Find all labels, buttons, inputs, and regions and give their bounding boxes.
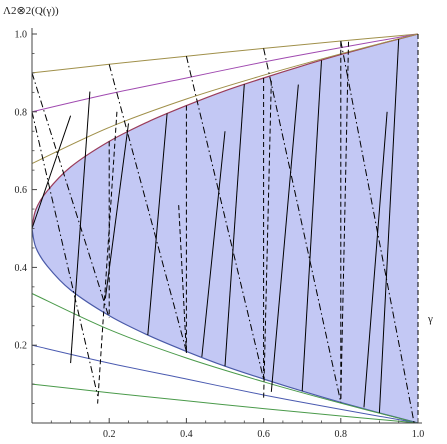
solid-chord-3 xyxy=(224,84,245,367)
y-tick-label: 0.6 xyxy=(15,185,28,196)
y-tick-label: 0.4 xyxy=(15,263,28,274)
solid-chord-9 xyxy=(270,84,299,392)
y-axis-title: Λ2⊗2(Q(γ)) xyxy=(3,5,59,17)
y-tick-label: 0.2 xyxy=(15,341,28,352)
dashdot-chord-16 xyxy=(31,111,99,396)
solid-chord-5 xyxy=(378,39,400,413)
x-tick-label: 0.2 xyxy=(103,429,116,440)
dashed-chord-26 xyxy=(340,41,350,400)
series-curve-6 xyxy=(31,383,419,424)
ticks-layer: 0.2 0.4 0.6 0.8 1.0 0.2 0.4 0.6 0.8 1.0 xyxy=(15,30,425,441)
series-curve-3 xyxy=(31,33,419,164)
x-tick-label: 0.6 xyxy=(257,429,270,440)
chord-lines-layer xyxy=(31,34,419,424)
solid-chord-4 xyxy=(301,60,322,392)
x-tick-label: 1.0 xyxy=(412,429,425,440)
dashdot-chord-15 xyxy=(340,40,415,424)
dashdot-chord-13 xyxy=(185,56,265,380)
solid-chord-8 xyxy=(201,131,226,357)
dashdot-chord-14 xyxy=(263,48,342,403)
solid-chord-10 xyxy=(363,111,388,408)
x-tick-label: 0.8 xyxy=(335,429,348,440)
dashdot-chord-11 xyxy=(31,72,110,319)
dashdot-chord-12 xyxy=(108,64,187,352)
x-tick-label: 0.4 xyxy=(180,429,193,440)
dashed-chord-24 xyxy=(178,205,187,354)
dashed-chord-25 xyxy=(263,80,272,400)
solid-chord-2 xyxy=(147,113,168,336)
axes-layer xyxy=(31,28,422,424)
series-curve-5 xyxy=(31,344,419,424)
series-curve-4 xyxy=(31,293,419,424)
y-tick-label: 0.8 xyxy=(15,107,28,118)
solid-chord-7 xyxy=(104,123,129,299)
x-axis-title: γ xyxy=(427,313,433,325)
solid-chord-6 xyxy=(31,115,72,229)
series-curve-1 xyxy=(31,33,419,74)
y-tick-label: 1.0 xyxy=(15,30,28,41)
dashed-chord-23 xyxy=(97,111,118,404)
